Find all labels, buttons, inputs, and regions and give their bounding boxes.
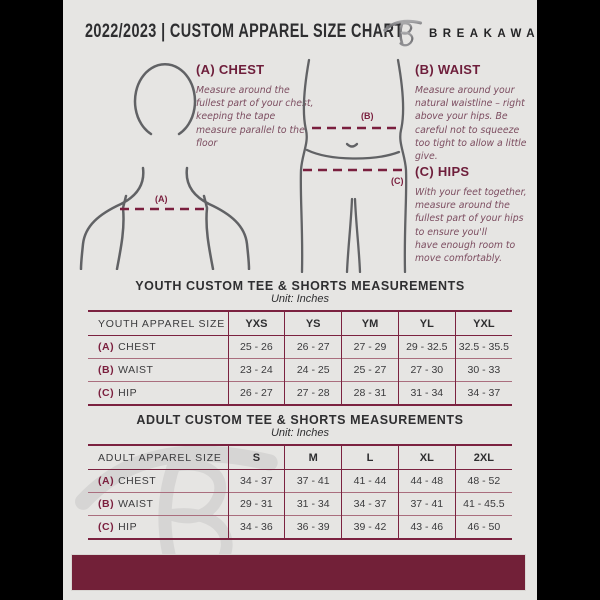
column-header: YXL <box>454 311 512 336</box>
table-cell: 37 - 41 <box>397 492 456 516</box>
column-header: S <box>227 445 285 470</box>
adult-section-title: ADULT CUSTOM TEE & SHORTS MEASUREMENTS <box>136 413 464 427</box>
lower-body-figure: (B) (C) <box>299 58 408 273</box>
breakaway-b-logo-icon <box>383 19 423 47</box>
table-row: (B) WAIST 23 - 24 24 - 25 25 - 27 27 - 30… <box>88 358 512 382</box>
table-cell: 26 - 27 <box>284 335 342 359</box>
table-cell: 26 - 27 <box>227 381 285 405</box>
table-cell: 25 - 26 <box>227 335 285 359</box>
row-label: (A) CHEST <box>98 341 157 353</box>
hips-instructions: With your feet together, measure around … <box>415 187 527 264</box>
column-header: YXS <box>227 311 285 336</box>
row-label: (C) HIP <box>88 381 228 405</box>
row-label: (C) HIP <box>88 515 228 539</box>
column-header: YOUTH APPAREL SIZE <box>88 311 228 336</box>
adult-size-table: ADULT APPAREL SIZE S M L XL 2XL (A) CHEST… <box>88 444 512 540</box>
table-cell: 27 - 28 <box>284 381 342 405</box>
table-cell: 41 - 45.5 <box>454 492 512 516</box>
table-cell: 46 - 50 <box>454 515 512 539</box>
waist-line-label: (B) <box>361 111 374 121</box>
hips-line-label: (C) <box>391 176 404 186</box>
youth-header-row: YOUTH APPAREL SIZE YXS YS YM YL YXL <box>88 311 512 336</box>
footer-accent-bar <box>71 554 526 591</box>
row-label: (B) WAIST <box>88 492 228 516</box>
waist-heading: (B) WAIST <box>415 62 481 77</box>
table-cell: 44 - 48 <box>397 469 456 493</box>
chest-line-label: (A) <box>155 194 168 204</box>
page-title: 2022/2023 | CUSTOM APPAREL SIZE CHART <box>85 21 404 42</box>
chest-guide: (A) CHEST Measure around the fullest par… <box>196 62 316 150</box>
column-header: L <box>341 445 399 470</box>
column-header: YL <box>397 311 456 336</box>
table-cell: 34 - 37 <box>341 492 399 516</box>
table-cell: 25 - 27 <box>341 358 399 382</box>
row-label: (A) CHEST <box>98 475 157 487</box>
hips-heading: (C) HIPS <box>415 164 470 179</box>
column-header: YM <box>341 311 399 336</box>
table-cell: 31 - 34 <box>284 492 342 516</box>
table-cell: 36 - 39 <box>284 515 342 539</box>
youth-unit-label: Unit: Inches <box>270 293 330 305</box>
table-cell: 29 - 32.5 <box>397 335 456 359</box>
row-label: (B) WAIST <box>88 358 228 382</box>
table-row: (A) CHEST 34 - 37 37 - 41 41 - 44 44 - 48… <box>88 469 512 493</box>
chest-heading: (A) CHEST <box>196 62 265 77</box>
table-row: (B) WAIST 29 - 31 31 - 34 34 - 37 37 - 41… <box>88 492 512 516</box>
table-cell: 37 - 41 <box>284 469 342 493</box>
column-header: M <box>284 445 342 470</box>
table-cell: 41 - 44 <box>341 469 399 493</box>
table-row: (C) HIP 34 - 36 36 - 39 39 - 42 43 - 46 4… <box>88 515 512 539</box>
table-cell: 30 - 33 <box>454 358 512 382</box>
table-cell: 34 - 37 <box>227 469 285 493</box>
table-row: (C) HIP 26 - 27 27 - 28 28 - 31 31 - 34 3… <box>88 381 512 405</box>
table-cell: 32.5 - 35.5 <box>454 335 512 359</box>
table-cell: 39 - 42 <box>341 515 399 539</box>
brand-header: BREAKAWAY <box>383 14 537 48</box>
table-cell: 48 - 52 <box>454 469 512 493</box>
table-cell: 34 - 36 <box>227 515 285 539</box>
table-cell: 23 - 24 <box>227 358 285 382</box>
youth-size-table: YOUTH APPAREL SIZE YXS YS YM YL YXL (A) C… <box>88 310 512 406</box>
waist-instructions: Measure around your natural waistline – … <box>415 85 527 162</box>
column-header: ADULT APPAREL SIZE <box>88 445 228 470</box>
column-header: XL <box>397 445 456 470</box>
table-row: (A) CHEST 25 - 26 26 - 27 27 - 29 29 - 32… <box>88 335 512 359</box>
hips-guide: (C) HIPS With your feet together, measur… <box>415 164 535 265</box>
column-header: YS <box>284 311 342 336</box>
table-cell: 28 - 31 <box>341 381 399 405</box>
waist-guide: (B) WAIST Measure around your natural wa… <box>415 62 531 163</box>
size-chart-page: 2022/2023 | CUSTOM APPAREL SIZE CHART BR… <box>63 0 537 600</box>
table-cell: 24 - 25 <box>284 358 342 382</box>
table-cell: 31 - 34 <box>397 381 456 405</box>
table-cell: 43 - 46 <box>397 515 456 539</box>
brand-name: BREAKAWAY <box>429 28 537 40</box>
torso-figure: (A) <box>79 63 251 270</box>
youth-section-title: YOUTH CUSTOM TEE & SHORTS MEASUREMENTS <box>135 279 465 293</box>
adult-header-row: ADULT APPAREL SIZE S M L XL 2XL <box>88 445 512 470</box>
table-cell: 34 - 37 <box>454 381 512 405</box>
column-header: 2XL <box>454 445 512 470</box>
table-cell: 27 - 30 <box>397 358 456 382</box>
adult-unit-label: Unit: Inches <box>270 427 330 439</box>
table-cell: 29 - 31 <box>227 492 285 516</box>
table-cell: 27 - 29 <box>341 335 399 359</box>
chest-instructions: Measure around the fullest part of your … <box>196 85 314 149</box>
